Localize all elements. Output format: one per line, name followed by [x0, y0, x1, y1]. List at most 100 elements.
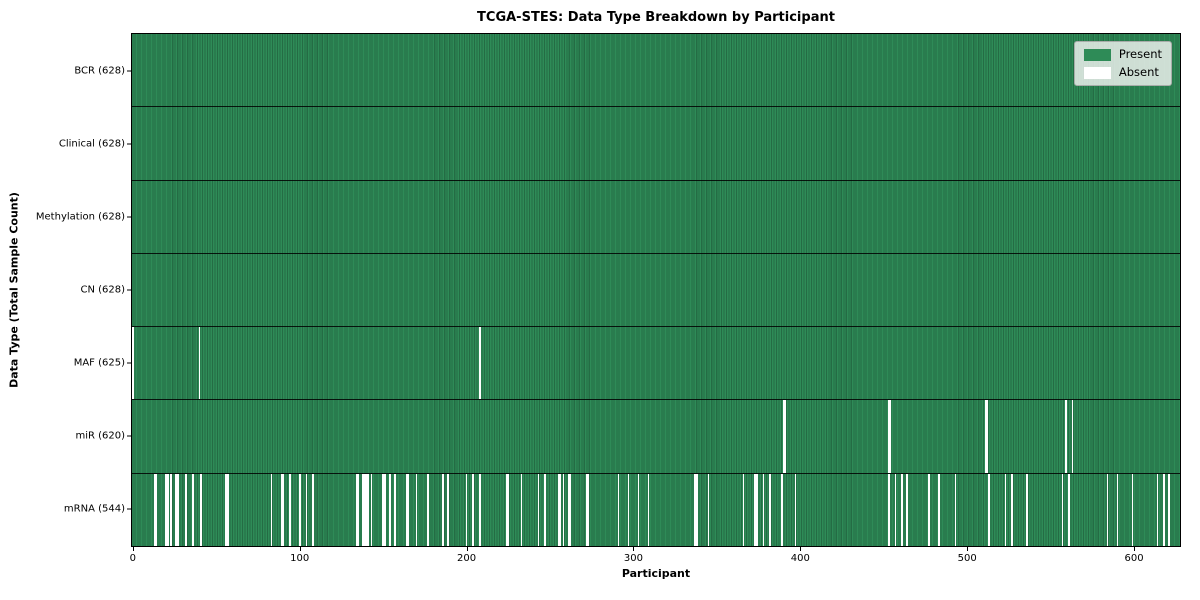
absent-line — [986, 400, 989, 473]
absent-line — [647, 473, 650, 546]
legend-swatch-absent — [1083, 66, 1111, 79]
absent-line — [405, 473, 408, 546]
absent-line — [415, 473, 418, 546]
absent-line — [894, 473, 897, 546]
y-tick-mark — [127, 70, 131, 72]
absent-line — [559, 473, 561, 546]
absent-line — [984, 400, 987, 473]
x-tick-mark — [967, 547, 969, 551]
absent-line — [305, 473, 308, 546]
absent-line — [227, 473, 229, 546]
absent-line — [569, 473, 571, 546]
legend-entry: Present — [1083, 47, 1162, 61]
absent-line — [177, 473, 179, 546]
plot-area: Present Absent — [131, 33, 1181, 547]
absent-line — [153, 473, 156, 546]
absent-line — [192, 473, 194, 546]
y-tick-mark — [127, 143, 131, 145]
y-tick-mark — [127, 508, 131, 510]
y-tick-label: Methylation (628) — [35, 211, 125, 223]
absent-line — [794, 473, 797, 546]
row-band — [132, 180, 1180, 254]
absent-line — [756, 473, 758, 546]
x-axis-label: Participant — [621, 567, 691, 580]
absent-line — [280, 473, 283, 546]
absent-line — [155, 473, 158, 546]
absent-line — [928, 473, 930, 546]
absent-line — [782, 400, 785, 473]
absent-line — [447, 473, 450, 546]
absent-line — [365, 473, 368, 546]
absent-line — [479, 473, 481, 546]
absent-line — [200, 473, 203, 546]
absent-line — [906, 473, 908, 546]
absent-line — [887, 400, 890, 473]
x-tick-label: 200 — [457, 553, 477, 564]
legend-entry: Absent — [1083, 65, 1162, 79]
absent-line — [394, 473, 396, 546]
y-tick-label: Clinical (628) — [58, 138, 125, 150]
absent-line — [165, 473, 168, 546]
absent-line — [1004, 473, 1007, 546]
chart-title: TCGA-STES: Data Type Breakdown by Partic… — [477, 10, 835, 25]
absent-line — [544, 473, 546, 546]
absent-line — [585, 473, 588, 546]
absent-line — [465, 473, 468, 546]
absent-line — [988, 473, 990, 546]
legend-swatch-present — [1083, 48, 1111, 61]
x-tick-mark — [132, 547, 134, 551]
absent-line — [694, 473, 697, 546]
absent-line — [132, 327, 134, 400]
y-tick-mark — [127, 435, 131, 437]
absent-line — [938, 473, 940, 546]
y-tick-label: miR (620) — [75, 430, 125, 442]
absent-line — [1068, 473, 1070, 546]
absent-line — [472, 473, 475, 546]
absent-line — [637, 473, 640, 546]
legend-label: Absent — [1118, 65, 1159, 79]
absent-line — [198, 327, 201, 400]
absent-line — [1071, 400, 1074, 473]
row-band — [132, 327, 1180, 401]
x-tick-label: 600 — [1124, 553, 1144, 564]
absent-line — [1163, 473, 1165, 546]
absent-line — [175, 473, 178, 546]
absent-line — [769, 473, 772, 546]
x-tick-mark — [1134, 547, 1136, 551]
absent-line — [742, 473, 745, 546]
absent-line — [707, 473, 710, 546]
absent-line — [270, 473, 273, 546]
x-axis: 0 100 200 300 400 500 600 — [129, 547, 1181, 571]
x-tick-mark — [466, 547, 468, 551]
absent-line — [1106, 473, 1109, 546]
x-tick-label: 0 — [129, 553, 137, 564]
absent-line — [889, 400, 892, 473]
absent-line — [407, 473, 409, 546]
absent-line — [587, 473, 590, 546]
legend-label: Present — [1118, 47, 1162, 61]
absent-line — [225, 473, 228, 546]
absent-line — [312, 473, 314, 546]
absent-line — [887, 473, 890, 546]
y-tick-mark — [127, 362, 131, 364]
absent-line — [901, 473, 903, 546]
x-tick-label: 500 — [957, 553, 977, 564]
absent-line — [282, 473, 284, 546]
x-tick-mark — [633, 547, 635, 551]
absent-line — [479, 327, 481, 400]
row-band — [132, 253, 1180, 328]
absent-line — [762, 473, 765, 546]
absent-line — [1168, 473, 1170, 546]
absent-line — [367, 473, 369, 546]
absent-line — [617, 473, 620, 546]
absent-line — [1131, 473, 1134, 546]
y-tick-label: mRNA (544) — [63, 503, 125, 515]
absent-line — [1116, 473, 1119, 546]
absent-line — [520, 473, 523, 546]
absent-line — [1026, 473, 1029, 546]
absent-line — [363, 473, 366, 546]
y-tick-label: CN (628) — [80, 284, 125, 296]
absent-line — [355, 473, 358, 546]
y-axis: BCR (628) Clinical (628) Methylation (628)… — [0, 33, 131, 547]
y-tick-label: MAF (625) — [73, 357, 125, 369]
